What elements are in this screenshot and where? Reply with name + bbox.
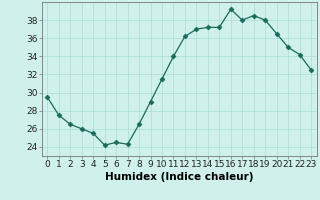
X-axis label: Humidex (Indice chaleur): Humidex (Indice chaleur) (105, 172, 253, 182)
